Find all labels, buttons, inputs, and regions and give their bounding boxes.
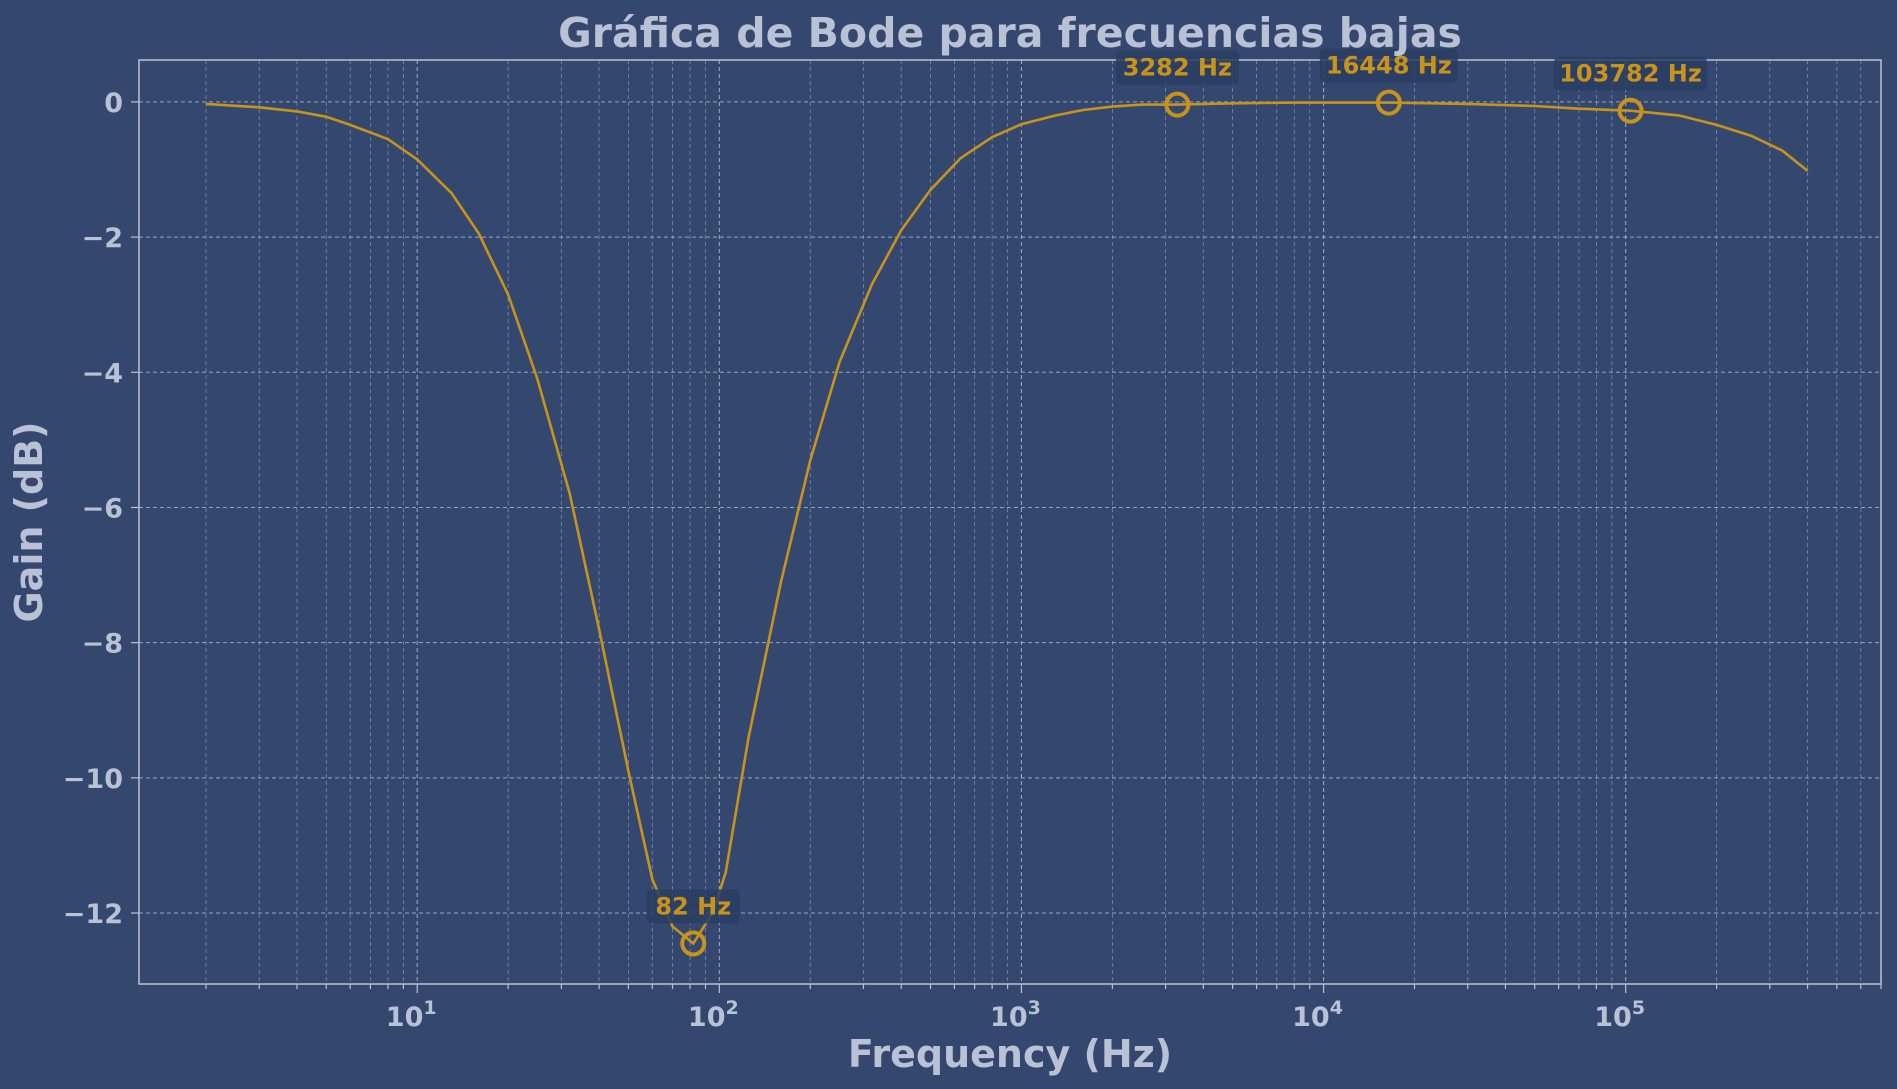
annotation-marker	[680, 930, 707, 957]
x-tick-base: 10	[1292, 1002, 1330, 1033]
y-tick-label: 0	[104, 88, 123, 119]
x-tick-exponent: 4	[1330, 997, 1343, 1019]
x-tick-exponent: 2	[725, 997, 738, 1019]
y-tick-label: −2	[82, 223, 123, 254]
plot-frame	[138, 59, 1882, 985]
y-tick-label: −6	[82, 493, 123, 524]
x-tick-label: 105	[1594, 997, 1645, 1033]
x-tick-exponent: 1	[423, 997, 436, 1019]
x-tick-base: 10	[1594, 1002, 1632, 1033]
annotation-marker	[1164, 91, 1191, 118]
x-tick-base: 10	[386, 1002, 424, 1033]
y-tick-label: −8	[82, 629, 123, 660]
x-axis-title: Frequency (Hz)	[848, 1032, 1172, 1076]
y-axis-title: Gain (dB)	[7, 421, 51, 622]
x-tick-exponent: 3	[1028, 997, 1041, 1019]
x-tick-base: 10	[688, 1002, 726, 1033]
x-tick-label: 102	[688, 997, 739, 1033]
y-tick-label: −10	[63, 764, 123, 795]
annotation-box	[1554, 56, 1708, 91]
x-tick-label: 101	[386, 997, 437, 1033]
annotation-box	[1115, 50, 1239, 85]
annotation-marker	[1617, 97, 1644, 124]
annotation-label: 3282 Hz	[1123, 54, 1232, 82]
x-tick-base: 10	[990, 1002, 1028, 1033]
x-tick-exponent: 5	[1632, 997, 1645, 1019]
annotation-label: 103782 Hz	[1559, 60, 1702, 88]
grid	[139, 60, 1882, 984]
annotation-box	[646, 889, 740, 924]
annotation-marker	[1375, 89, 1402, 116]
annotations: 82 Hz 3282 Hz 16448 Hz 103782 Hz	[646, 48, 1708, 957]
y-tick-label: −4	[82, 358, 123, 389]
annotation-label: 16448 Hz	[1326, 52, 1452, 80]
x-tick-label: 104	[1292, 997, 1343, 1033]
gain-curve	[205, 101, 1809, 946]
y-tick-label: −12	[63, 899, 123, 930]
annotation-box	[1319, 48, 1458, 83]
chart-title: Gráfica de Bode para frecuencias bajas	[558, 9, 1462, 57]
annotation-label: 82 Hz	[655, 892, 731, 920]
x-tick-label: 103	[990, 997, 1041, 1033]
